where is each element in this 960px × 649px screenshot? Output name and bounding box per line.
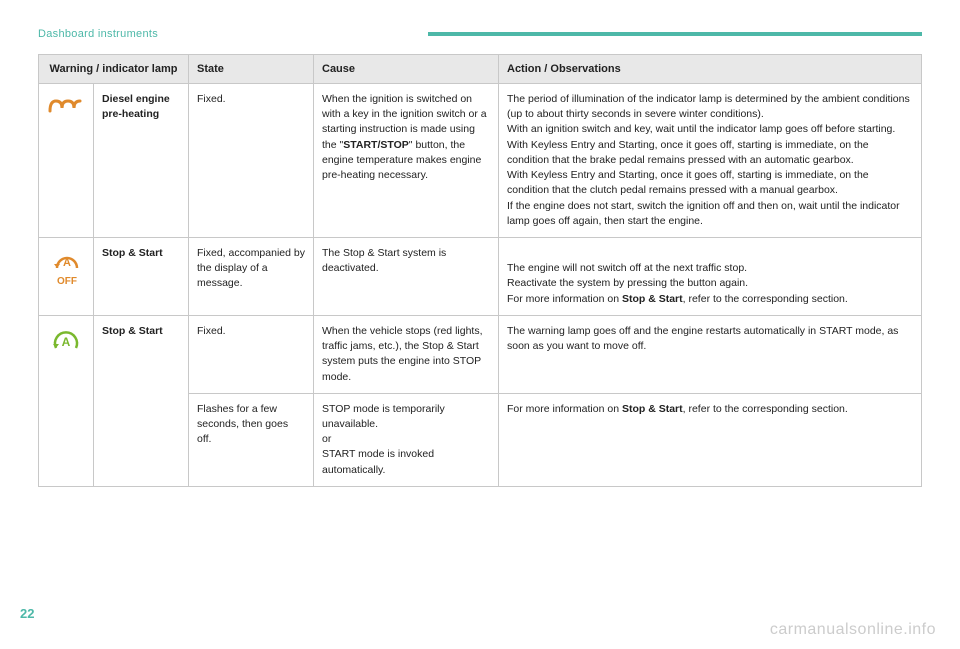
cell-state: Fixed. bbox=[189, 315, 314, 393]
cell-icon: A bbox=[39, 315, 94, 486]
table-header-row: Warning / indicator lamp State Cause Act… bbox=[39, 55, 922, 84]
page-number: 22 bbox=[20, 606, 34, 621]
table-row: A OFF Stop & Start Fixed, accompanied by… bbox=[39, 237, 922, 315]
page: Dashboard instruments Warning / indicato… bbox=[0, 0, 960, 487]
cell-name: Diesel engine pre-heating bbox=[94, 84, 189, 238]
cell-action: The warning lamp goes off and the engine… bbox=[499, 315, 922, 393]
svg-text:A: A bbox=[62, 335, 71, 349]
cell-cause: STOP mode is temporarily unavailable. or… bbox=[314, 393, 499, 486]
cell-name: Stop & Start bbox=[94, 315, 189, 486]
cell-action: The period of illumination of the indica… bbox=[499, 84, 922, 238]
cell-name: Stop & Start bbox=[94, 237, 189, 315]
th-action: Action / Observations bbox=[499, 55, 922, 84]
watermark: carmanualsonline.info bbox=[770, 621, 936, 639]
cell-icon: A OFF bbox=[39, 237, 94, 315]
cell-state: Fixed, accompanied by the display of a m… bbox=[189, 237, 314, 315]
th-warning: Warning / indicator lamp bbox=[39, 55, 189, 84]
cell-cause: When the vehicle stops (red lights, traf… bbox=[314, 315, 499, 393]
diesel-preheat-icon bbox=[47, 96, 85, 116]
th-cause: Cause bbox=[314, 55, 499, 84]
cell-cause: The Stop & Start system is deactivated. bbox=[314, 237, 499, 315]
stop-start-off-icon: A OFF bbox=[47, 250, 87, 288]
cell-cause: When the ignition is switched on with a … bbox=[314, 84, 499, 238]
section-title: Dashboard instruments bbox=[38, 28, 158, 40]
table-row: A Stop & Start Fixed. When the vehicle s… bbox=[39, 315, 922, 393]
header-accent-line bbox=[428, 32, 922, 36]
cell-state: Fixed. bbox=[189, 84, 314, 238]
cell-action: For more information on Stop & Start, re… bbox=[499, 393, 922, 486]
cell-icon bbox=[39, 84, 94, 238]
warning-lamp-table: Warning / indicator lamp State Cause Act… bbox=[38, 54, 922, 487]
header-row: Dashboard instruments bbox=[38, 28, 922, 40]
svg-text:A: A bbox=[63, 257, 71, 269]
th-state: State bbox=[189, 55, 314, 84]
table-row: Diesel engine pre-heating Fixed. When th… bbox=[39, 84, 922, 238]
stop-start-on-icon: A bbox=[49, 328, 83, 356]
svg-text:OFF: OFF bbox=[57, 276, 77, 287]
cell-action: The engine will not switch off at the ne… bbox=[499, 237, 922, 315]
cell-state: Flashes for a few seconds, then goes off… bbox=[189, 393, 314, 486]
